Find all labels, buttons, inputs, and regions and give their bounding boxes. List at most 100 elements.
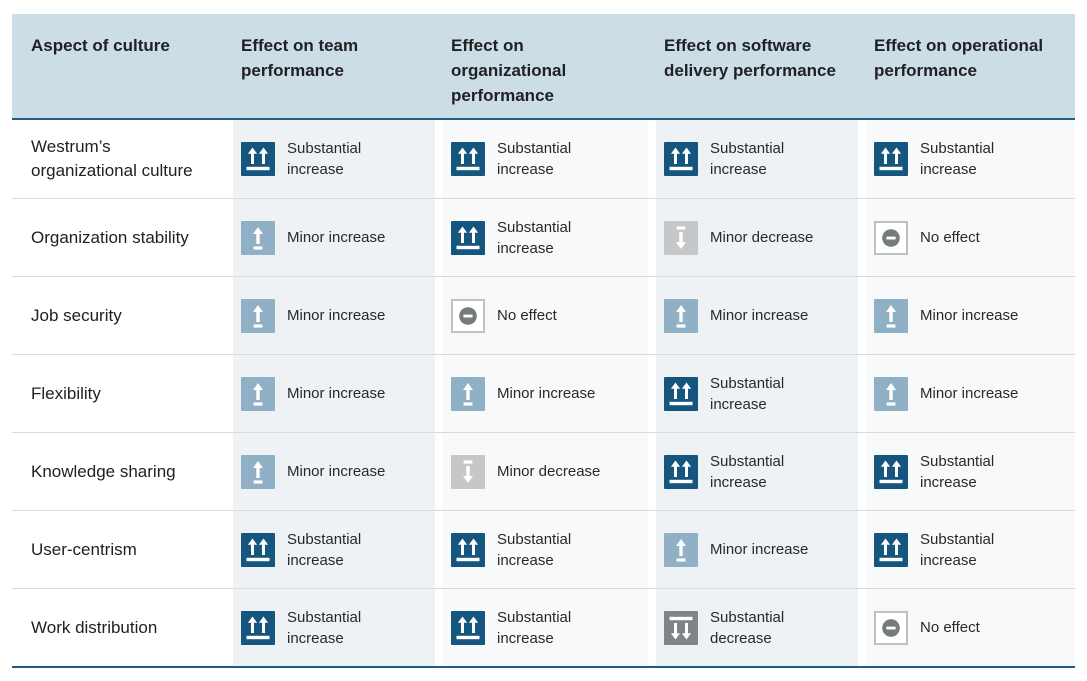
effect-label: Substantial increase: [710, 374, 785, 413]
double-up-arrows-icon: [874, 454, 908, 489]
effect-cell-minor-increase: Minor increase: [858, 355, 1075, 432]
minus-circle-icon: [874, 220, 908, 255]
aspect-cell: Westrum’s organizational culture: [12, 120, 225, 198]
effect-label: Substantial increase: [287, 140, 362, 178]
effect-cell-substantial-increase: Substantial increase: [648, 433, 858, 510]
double-up-arrows-icon: [664, 454, 698, 489]
effect-cell-minor-increase: Minor increase: [648, 277, 858, 354]
single-up-arrow-icon: [241, 454, 275, 489]
effect-label: No effect: [920, 619, 980, 636]
effect-cell-minor-decrease: Minor decrease: [648, 199, 858, 276]
effect-cell-no-effect: No effect: [858, 199, 1075, 276]
effect-cell-minor-increase: Minor increase: [225, 199, 435, 276]
effect-label: Substantial increase: [920, 140, 995, 178]
single-up-arrow-icon: [664, 298, 698, 333]
column-header-organizational-performance: Effect on organizational performance: [451, 36, 567, 105]
effect-label: Substantial increase: [497, 140, 572, 178]
aspect-cell: Organization stability: [12, 199, 225, 276]
column-header-team-performance: Effect on team performance: [241, 36, 359, 80]
effect-label: Substantial increase: [497, 218, 572, 257]
effect-cell-substantial-increase: Substantial increase: [435, 120, 648, 198]
effect-label: Substantial increase: [920, 530, 995, 569]
aspect-label: Knowledge sharing: [31, 461, 176, 481]
table-header-row: Aspect of culture Effect on team perform…: [12, 14, 1075, 120]
aspect-cell: Work distribution: [12, 589, 225, 666]
double-up-arrows-icon: [241, 142, 275, 176]
table-row: Job security Minor increase No effect Mino…: [12, 276, 1075, 354]
effect-cell-minor-increase: Minor increase: [225, 433, 435, 510]
single-up-arrow-icon: [241, 298, 275, 333]
column-header-software-delivery-performance: Effect on software delivery performance: [664, 36, 836, 80]
double-up-arrows-icon: [451, 142, 485, 176]
aspect-label: Work distribution: [31, 617, 158, 637]
effect-cell-substantial-increase: Substantial increase: [648, 120, 858, 198]
effect-label: Minor decrease: [497, 463, 601, 480]
effect-label: Minor increase: [287, 229, 386, 246]
effect-cell-substantial-decrease: Substantial decrease: [648, 589, 858, 666]
aspect-cell: Flexibility: [12, 355, 225, 432]
effect-label: Substantial increase: [287, 530, 362, 569]
effect-cell-substantial-increase: Substantial increase: [225, 120, 435, 198]
aspect-label: Flexibility: [31, 383, 101, 403]
minus-circle-icon: [874, 610, 908, 645]
effect-label: Minor increase: [710, 307, 809, 324]
effect-label: Minor increase: [710, 541, 809, 558]
effect-label: Substantial increase: [710, 452, 785, 491]
effect-label: Substantial decrease: [710, 608, 785, 647]
column-header-operational-performance: Effect on operational performance: [874, 36, 1044, 80]
effect-label: Minor increase: [287, 307, 386, 324]
aspect-cell: Job security: [12, 277, 225, 354]
single-up-arrow-icon: [241, 376, 275, 411]
effect-label: No effect: [497, 307, 557, 324]
effect-cell-substantial-increase: Substantial increase: [858, 433, 1075, 510]
effect-label: Substantial increase: [497, 608, 572, 647]
table-body: Westrum’s organizational culture Substan…: [12, 120, 1075, 668]
effect-cell-substantial-increase: Substantial increase: [648, 355, 858, 432]
table-row: Organization stability Minor increase Sub…: [12, 198, 1075, 276]
effect-cell-substantial-increase: Substantial increase: [225, 589, 435, 666]
double-down-arrows-icon: [664, 610, 698, 645]
double-up-arrows-icon: [241, 532, 275, 567]
effect-cell-no-effect: No effect: [435, 277, 648, 354]
table-row: Flexibility Minor increase Minor increase…: [12, 354, 1075, 432]
double-up-arrows-icon: [241, 610, 275, 645]
single-up-arrow-icon: [451, 376, 485, 411]
aspect-label: User-centrism: [31, 539, 137, 559]
aspect-label: Westrum’s organizational culture: [31, 137, 193, 180]
effect-label: Minor increase: [920, 307, 1019, 324]
effect-cell-no-effect: No effect: [858, 589, 1075, 666]
effect-label: Minor increase: [287, 463, 386, 480]
single-down-arrow-icon: [451, 454, 485, 489]
effect-label: Minor increase: [920, 385, 1019, 402]
effect-cell-substantial-increase: Substantial increase: [435, 511, 648, 588]
column-header-aspect-of-culture: Aspect of culture: [31, 36, 170, 55]
effect-cell-minor-increase: Minor increase: [648, 511, 858, 588]
effect-label: Minor increase: [497, 385, 596, 402]
effect-cell-minor-increase: Minor increase: [225, 355, 435, 432]
effect-label: Substantial increase: [710, 140, 785, 178]
double-up-arrows-icon: [451, 532, 485, 567]
effect-label: Minor increase: [287, 385, 386, 402]
effect-cell-substantial-increase: Substantial increase: [435, 199, 648, 276]
double-up-arrows-icon: [664, 376, 698, 411]
effect-cell-substantial-increase: Substantial increase: [858, 120, 1075, 198]
table-row: Westrum’s organizational culture Substan…: [12, 120, 1075, 198]
double-up-arrows-icon: [874, 532, 908, 567]
effect-label: Substantial increase: [287, 608, 362, 647]
table-row: User-centrism Substantial increase Substa…: [12, 510, 1075, 588]
effect-cell-substantial-increase: Substantial increase: [225, 511, 435, 588]
double-up-arrows-icon: [451, 220, 485, 255]
double-up-arrows-icon: [874, 142, 908, 176]
aspect-label: Organization stability: [31, 227, 189, 247]
effect-cell-substantial-increase: Substantial increase: [858, 511, 1075, 588]
single-up-arrow-icon: [664, 532, 698, 567]
double-up-arrows-icon: [451, 610, 485, 645]
effect-label: Substantial increase: [497, 530, 572, 569]
effect-cell-substantial-increase: Substantial increase: [435, 589, 648, 666]
aspect-cell: Knowledge sharing: [12, 433, 225, 510]
table-row: Knowledge sharing Minor increase Minor de…: [12, 432, 1075, 510]
culture-effects-table: Aspect of culture Effect on team perform…: [12, 14, 1075, 668]
aspect-cell: User-centrism: [12, 511, 225, 588]
effect-label: No effect: [920, 229, 980, 246]
